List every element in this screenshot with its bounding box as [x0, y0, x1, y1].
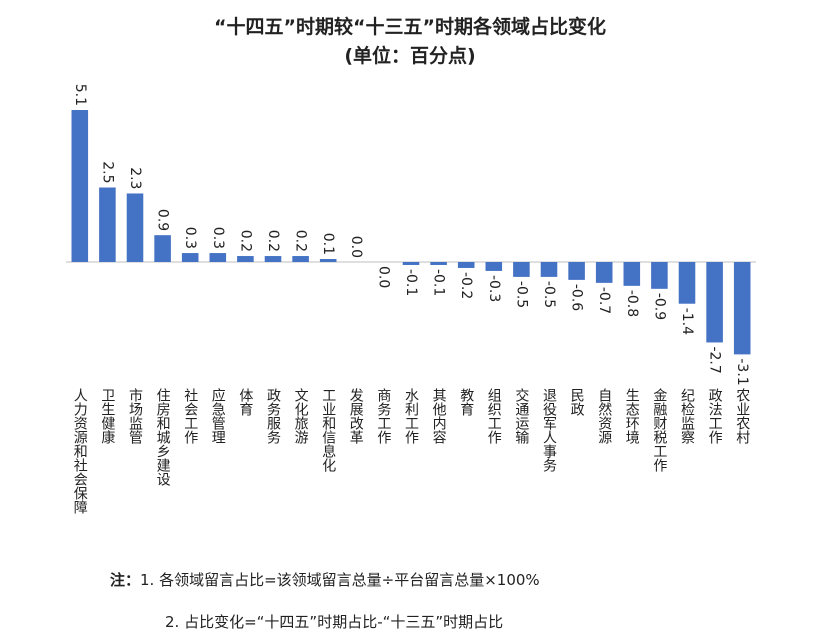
value-label: -0.5: [541, 281, 557, 308]
value-label: 0.9: [155, 209, 171, 231]
value-label: -0.2: [458, 272, 474, 299]
value-label: -0.9: [651, 293, 667, 320]
bar: [733, 262, 751, 355]
x-tick-label: 政务服务: [265, 388, 281, 444]
note: 2. 占比变化=“十四五”时期占比-“十三五”时期占比: [165, 613, 503, 631]
value-label: 0.2: [293, 230, 309, 252]
bar: [623, 262, 641, 286]
bar: [678, 262, 696, 304]
x-tick-label: 教育: [458, 388, 474, 416]
value-label: 0.2: [237, 230, 253, 252]
bar: [430, 262, 447, 265]
value-label: 0.2: [265, 230, 281, 252]
bar: [595, 262, 613, 283]
value-label: 0.0: [375, 266, 391, 288]
x-tick-label: 文化旅游: [293, 388, 309, 445]
value-label: 0.0: [348, 236, 364, 258]
x-tick-label: 组织工作: [486, 388, 502, 444]
value-label: 2.5: [99, 161, 115, 183]
bar: [99, 187, 116, 262]
value-label: -0.8: [624, 290, 640, 317]
x-tick-label: 退役军人事务: [541, 388, 557, 472]
x-tick-label: 商务工作: [375, 388, 391, 444]
x-tick-label: 交通运输: [513, 387, 529, 444]
bar: [292, 256, 309, 262]
note: 1. 各领域留言占比=该领域留言总量÷平台留言总量×100%: [140, 571, 540, 589]
x-tick-label: 政法工作: [707, 388, 723, 444]
x-tick-label: 工业和信息化: [320, 388, 336, 473]
value-label: -3.1: [734, 358, 750, 385]
value-label: -0.7: [596, 287, 612, 314]
bar: [209, 253, 227, 262]
value-label: 0.3: [182, 227, 198, 249]
bar: [457, 262, 475, 268]
x-tick-label: 人力资源和社会保障: [72, 388, 88, 514]
value-label: -0.1: [431, 269, 447, 296]
x-tick-label: 卫生健康: [99, 388, 115, 444]
bar: [154, 235, 171, 262]
x-tick-label: 自然资源: [596, 388, 612, 444]
bar: [181, 253, 199, 262]
value-label: 0.3: [210, 227, 226, 249]
bar: [402, 262, 420, 265]
value-label: 0.1: [320, 233, 336, 255]
note-label: 注：: [110, 571, 140, 589]
value-label: -0.6: [569, 284, 585, 311]
bar: [126, 193, 144, 262]
x-tick-label: 发展改革: [348, 388, 364, 444]
bar: [540, 262, 558, 277]
bar: [264, 256, 282, 262]
value-label: -0.5: [513, 281, 529, 308]
bar: [237, 256, 254, 262]
x-tick-label: 纪检监察: [679, 388, 695, 444]
bar: [71, 110, 89, 263]
x-tick-label: 社会工作: [182, 388, 198, 444]
bar: [319, 259, 337, 262]
value-label: -0.3: [486, 275, 502, 302]
value-label: -1.4: [679, 308, 695, 335]
x-tick-label: 市场监管: [127, 387, 143, 444]
x-tick-label: 其他内容: [431, 388, 447, 444]
value-label: 2.3: [127, 167, 143, 189]
bar: [706, 262, 723, 343]
x-tick-label: 金融财税工作: [651, 388, 667, 472]
x-tick-label: 体育: [237, 388, 253, 416]
chart-subtitle: (单位：百分点): [344, 44, 475, 67]
chart-title: “十四五”时期较“十三五”时期各领域占比变化: [214, 15, 606, 38]
x-tick-label: 农业农村: [734, 388, 750, 444]
bar: [485, 262, 503, 271]
footnote: 注：1. 各领域留言占比=该领域留言总量÷平台留言总量×100%: [110, 571, 540, 589]
bar: [513, 262, 530, 277]
value-label: 5.1: [72, 84, 88, 106]
x-tick-label: 应急管理: [210, 387, 226, 444]
x-tick-label: 水利工作: [403, 388, 419, 444]
x-tick-label: 生态环境: [624, 388, 640, 445]
x-tick-label: 住房和城乡建设: [155, 388, 171, 486]
bar: [651, 262, 668, 289]
value-label: -0.1: [403, 269, 419, 296]
bar: [568, 262, 585, 280]
x-tick-label: 民政: [569, 388, 585, 416]
value-label: -2.7: [707, 346, 723, 373]
